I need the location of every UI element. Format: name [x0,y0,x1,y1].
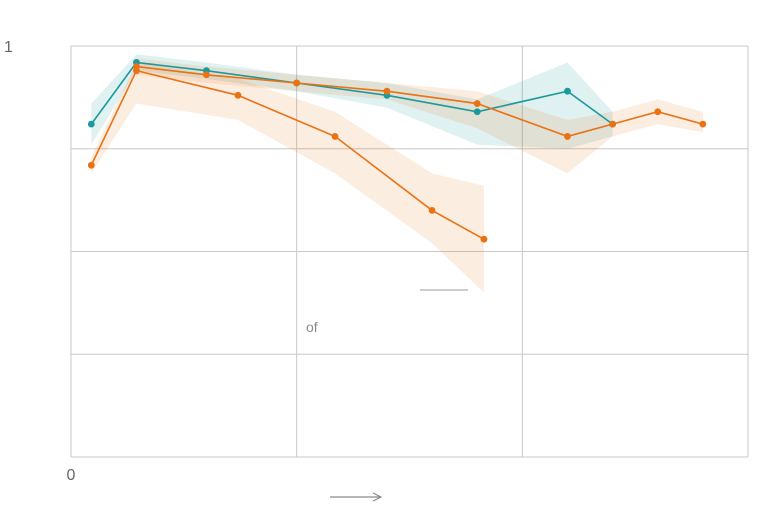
data-point [473,108,481,116]
data-point [133,67,140,75]
data-point [383,87,391,95]
data-point [699,120,707,128]
data-point [473,100,481,107]
series-lines [87,59,707,243]
data-point [564,87,571,95]
data-point [564,133,571,140]
data-point [234,91,242,99]
data-point [428,207,436,214]
x-tick-label: 0 [67,467,76,484]
data-point [87,161,95,169]
gridlines [70,45,749,458]
y-tick-label: 1 [4,39,13,56]
data-point [480,235,488,243]
confidence-bands [91,54,703,293]
data-point [293,79,301,87]
series-line-1 [90,61,614,125]
data-point [87,120,95,128]
x-axis-arrow-icon [330,492,383,502]
data-point [331,133,339,140]
tick-labels: 01 [4,39,76,484]
data-point [609,120,616,128]
confidence-band-3 [91,62,484,293]
data-point [203,71,210,79]
series-line-3 [90,69,485,240]
annotation-text: of [306,319,318,335]
data-point [654,108,662,116]
confidence-band-1 [91,54,613,149]
confidence-band-2 [136,58,703,174]
